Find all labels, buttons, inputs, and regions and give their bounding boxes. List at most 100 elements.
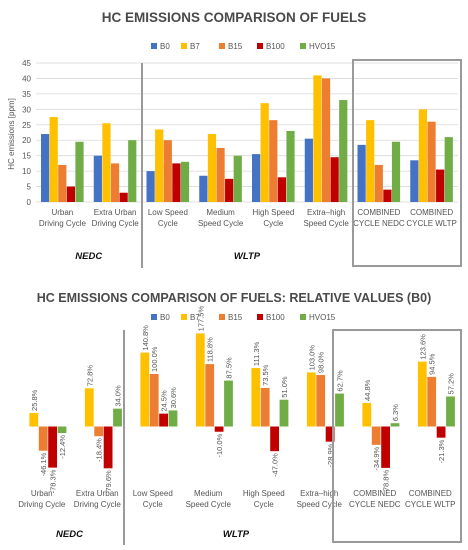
- legend-swatch-b0: [151, 43, 157, 49]
- bar-b15-combined-cycle-wltp: [427, 121, 436, 202]
- category-label-low-speed-cycle-line2: Cycle: [158, 219, 179, 228]
- bar-b7-urban-driving-cycle: [49, 117, 58, 202]
- bar2-b100-medium-speed-cycle: [214, 426, 224, 432]
- category-label-medium-speed-cycle-line1: Medium: [206, 208, 235, 217]
- bar-b0-low-speed-cycle: [146, 171, 155, 202]
- bar-b100-high-speed-cycle: [277, 177, 286, 202]
- bar2-hvo15-combined-cycle-nedc: [390, 423, 400, 427]
- chart1-category-labels: Urban Driving Cycle Extra Urban Driving Cyc…: [39, 208, 457, 228]
- category-label-medium-speed-cycle-line2: Speed Cycle: [198, 219, 244, 228]
- bar-hvo15-medium-speed-cycle: [233, 155, 242, 202]
- bar-b100-extra-urban-driving-cycle: [119, 192, 128, 202]
- category2-label-urban-driving-cycle-line1: Urban: [31, 489, 53, 498]
- chart-absolute: HC EMISSIONS COMPARISON OF FUELS B0 B7 B15…: [7, 10, 462, 268]
- legend2-swatch-hvo15: [300, 314, 306, 320]
- bar2-b15-extra-high-speed-cycle: [316, 375, 326, 427]
- data-label-hvo15-urban-driving-cycle: -12.4%: [58, 435, 67, 459]
- bar-b15-medium-speed-cycle: [216, 147, 225, 202]
- data-label-b7-high-speed-cycle: 111.3%: [252, 341, 261, 366]
- bar-b15-urban-driving-cycle: [58, 164, 67, 202]
- y-tick-10: 10: [22, 167, 31, 176]
- group-label-wltp: WLTP: [234, 251, 261, 262]
- bar2-b7-extra-high-speed-cycle: [306, 372, 316, 427]
- data-label-hvo15-low-speed-cycle: 30.6%: [169, 387, 178, 409]
- bar2-b15-combined-cycle-wltp: [427, 376, 437, 427]
- legend-label-b15: B15: [228, 42, 243, 51]
- category2-label-combined-cycle-nedc-line1: COMBINED: [353, 489, 396, 498]
- chart2-legend: B0 B7 B15 B100 HVO15: [151, 313, 336, 322]
- category2-label-combined-cycle-nedc-line2: CYCLE NEDC: [349, 500, 401, 509]
- bar-hvo15-combined-cycle-wltp: [444, 137, 453, 202]
- bar2-b15-low-speed-cycle: [149, 374, 159, 427]
- y-tick-40: 40: [22, 74, 31, 83]
- legend2-swatch-b15: [219, 314, 225, 320]
- data-label-b100-combined-cycle-nedc: -78.8%: [382, 470, 391, 494]
- y-tick-25: 25: [22, 121, 31, 130]
- combined-cycle-frame: [352, 59, 462, 267]
- chart1-y-ticks: 0 5 10 15 20 25 30 35 40 45: [22, 59, 31, 207]
- category2-label-extra-high-speed-cycle-line1: Extra–high: [300, 489, 338, 498]
- bar2-b15-combined-cycle-nedc: [371, 426, 381, 445]
- bar2-b100-low-speed-cycle: [159, 413, 168, 427]
- data-label-b7-combined-cycle-wltp: 123.6%: [418, 334, 427, 360]
- data-label-b15-extra-urban-driving-cycle: -18.4%: [95, 438, 104, 462]
- category-label-urban-driving-cycle-line2: Driving Cycle: [39, 219, 87, 228]
- data-label-b15-medium-speed-cycle: 118.8%: [206, 337, 215, 362]
- y-tick-35: 35: [22, 90, 31, 99]
- bar2-b15-urban-driving-cycle: [38, 426, 48, 451]
- data-label-b100-extra-urban-driving-cycle: -79.6%: [104, 470, 113, 494]
- bar2-b15-high-speed-cycle: [260, 387, 270, 427]
- bar-hvo15-urban-driving-cycle: [75, 141, 84, 202]
- bar-hvo15-high-speed-cycle: [286, 130, 295, 202]
- group2-label-nedc: NEDC: [56, 529, 83, 540]
- bar2-b15-medium-speed-cycle: [205, 364, 215, 427]
- bar-b7-high-speed-cycle: [260, 103, 269, 202]
- data-label-b7-medium-speed-cycle: 177.5%: [196, 306, 205, 332]
- chart1-group-labels: NEDC WLTP: [75, 251, 260, 262]
- data-label-b15-high-speed-cycle: 73.5%: [261, 364, 270, 386]
- data-label-hvo15-high-speed-cycle: 51.0%: [280, 376, 289, 398]
- y-tick-45: 45: [22, 59, 31, 68]
- bar-b100-urban-driving-cycle: [66, 186, 75, 202]
- bar-b100-combined-cycle-nedc: [383, 189, 392, 202]
- category-label-low-speed-cycle-line1: Low Speed: [148, 208, 188, 217]
- legend2-label-b7: B7: [190, 313, 200, 322]
- chart2-group-labels: NEDC WLTP: [56, 529, 250, 540]
- data-label-b15-urban-driving-cycle: -46.1%: [39, 452, 48, 476]
- bar-b15-low-speed-cycle: [163, 140, 172, 202]
- data-label-hvo15-combined-cycle-nedc: 6.3%: [391, 404, 400, 421]
- category-label-extra-high-speed-cycle-line1: Extra–high: [307, 208, 345, 217]
- y-tick-15: 15: [22, 152, 31, 161]
- category2-label-low-speed-cycle-line1: Low Speed: [133, 489, 173, 498]
- legend-label-b100: B100: [266, 42, 285, 51]
- combined-cycle-frame-2: [332, 329, 462, 543]
- category-label-high-speed-cycle-line2: Cycle: [263, 219, 284, 228]
- bar2-b7-extra-urban-driving-cycle: [84, 388, 94, 427]
- bar-b15-combined-cycle-nedc: [374, 164, 383, 202]
- category2-label-combined-cycle-wltp-line1: COMBINED: [409, 489, 452, 498]
- data-label-b100-combined-cycle-wltp: -21.3%: [437, 439, 446, 463]
- bar-hvo15-extra-high-speed-cycle: [339, 100, 348, 202]
- bar2-b7-high-speed-cycle: [251, 368, 261, 427]
- legend-swatch-b7: [181, 43, 187, 49]
- bar-b0-high-speed-cycle: [252, 154, 261, 202]
- data-label-hvo15-medium-speed-cycle: 87.5%: [225, 357, 234, 379]
- data-label-b7-combined-cycle-nedc: 44.8%: [363, 379, 372, 401]
- category2-label-extra-urban-driving-cycle-line2: Driving Cycle: [74, 500, 122, 509]
- category-label-combined-cycle-wltp-line1: COMBINED: [410, 208, 453, 217]
- bar-b100-combined-cycle-wltp: [436, 169, 445, 202]
- data-label-b7-urban-driving-cycle: 25.8%: [30, 389, 39, 411]
- category2-label-medium-speed-cycle-line1: Medium: [194, 489, 223, 498]
- bar-b0-combined-cycle-nedc: [357, 144, 366, 202]
- bar2-b100-combined-cycle-wltp: [436, 426, 446, 438]
- bar-b7-combined-cycle-wltp: [418, 109, 428, 202]
- data-label-b100-urban-driving-cycle: -78.3%: [49, 469, 58, 493]
- data-label-b15-combined-cycle-wltp: 94.5%: [428, 353, 437, 375]
- category2-label-combined-cycle-wltp-line2: CYCLE WLTP: [405, 500, 456, 509]
- legend-label-b7: B7: [190, 42, 200, 51]
- data-label-b7-low-speed-cycle: 140.8%: [141, 325, 150, 351]
- bar-b7-extra-high-speed-cycle: [313, 75, 322, 202]
- y-tick-20: 20: [22, 136, 31, 145]
- bar2-b7-medium-speed-cycle: [195, 333, 205, 427]
- category2-label-high-speed-cycle-line2: Cycle: [254, 500, 275, 509]
